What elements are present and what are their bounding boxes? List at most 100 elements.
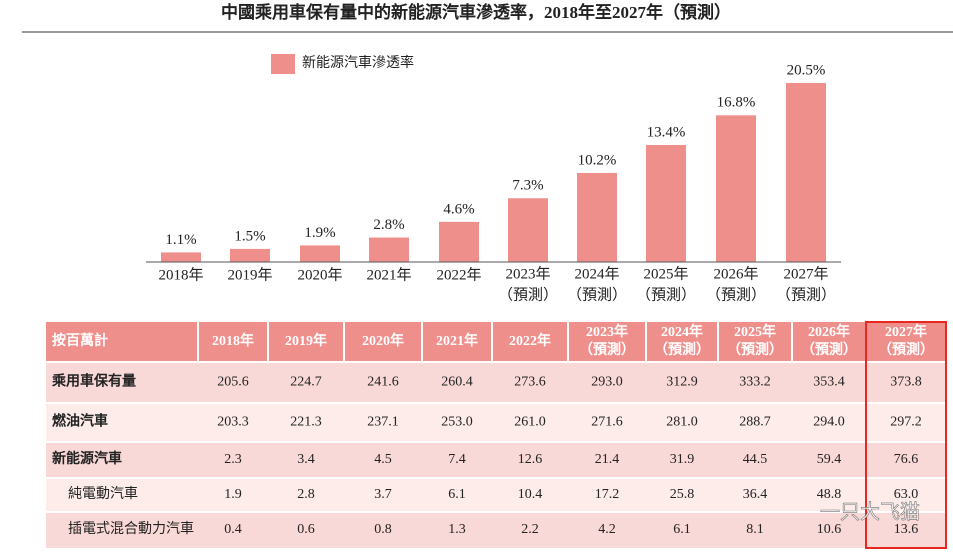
- table-cell: 312.9: [666, 375, 698, 390]
- table-header-cell: 2025年（預測）: [727, 323, 783, 358]
- x-tick-label: 2021年: [366, 266, 411, 283]
- table-cell: 31.9: [670, 452, 695, 467]
- x-tick-label: 2025年（預測）: [636, 266, 696, 304]
- table-cell: 6.1: [673, 522, 691, 537]
- table-header-cell: 2024年（預測）: [654, 323, 710, 358]
- x-tick-label: 2018年: [158, 266, 203, 283]
- legend-label: 新能源汽車滲透率: [302, 54, 414, 71]
- table-cell: 281.0: [666, 415, 698, 430]
- table-cell: 2.3: [224, 452, 242, 467]
- table-header-cell: 按百萬計: [52, 332, 108, 349]
- table-cell: 353.4: [813, 375, 845, 390]
- table-header-bg: [46, 322, 946, 362]
- table-cell: 3.4: [297, 452, 315, 467]
- x-tick-label: 2020年: [297, 266, 342, 283]
- table-cell: 7.4: [448, 452, 466, 467]
- table-cell: 253.0: [441, 415, 473, 430]
- row-label: 燃油汽車: [52, 413, 108, 430]
- table-header-cell: 2023年（預測）: [579, 323, 635, 358]
- table-cell: 4.5: [374, 452, 392, 467]
- table-header-cell: 2026年（預測）: [801, 323, 857, 358]
- table-header-cell: 2022年: [509, 332, 551, 349]
- table-cell: 0.6: [297, 522, 315, 537]
- table-cell: 76.6: [894, 452, 919, 467]
- value-label: 1.1%: [165, 232, 196, 248]
- table-cell: 3.7: [374, 487, 392, 502]
- bar: [439, 221, 479, 262]
- table-cell: 17.2: [595, 487, 620, 502]
- table-cell: 260.4: [441, 375, 473, 390]
- table-header-cell: 2019年: [285, 332, 327, 349]
- row-label: 插電式混合動力汽車: [68, 520, 194, 537]
- table-cell: 6.1: [448, 487, 466, 502]
- value-label: 20.5%: [787, 62, 826, 78]
- x-tick-label: 2019年: [227, 266, 272, 283]
- watermark: 一只大飞猫: [820, 501, 920, 524]
- table-header-cell: 2021年: [436, 332, 478, 349]
- value-label: 10.2%: [578, 152, 617, 168]
- table-header-cell: 2020年: [362, 332, 404, 349]
- bar: [716, 115, 756, 263]
- table-row-bg: [46, 442, 946, 478]
- table-cell: 21.4: [595, 452, 620, 467]
- table-cell: 13.6: [894, 522, 919, 537]
- table-cell: 271.6: [591, 415, 623, 430]
- table-cell: 373.8: [890, 375, 922, 390]
- table-cell: 261.0: [514, 415, 546, 430]
- table-row-bg: [46, 362, 946, 403]
- x-tick-label: 2026年（預測）: [706, 266, 766, 304]
- value-label: 1.9%: [304, 225, 335, 241]
- table-cell: 333.2: [739, 375, 771, 390]
- table-cell: 59.4: [817, 452, 842, 467]
- table-cell: 36.4: [743, 487, 768, 502]
- table-cell: 203.3: [217, 415, 249, 430]
- table-cell: 63.0: [894, 487, 919, 502]
- table-cell: 288.7: [739, 415, 771, 430]
- table-cell: 0.4: [224, 522, 242, 537]
- table-cell: 2.2: [521, 522, 539, 537]
- table-cell: 4.2: [598, 522, 616, 537]
- bar: [508, 198, 548, 262]
- table-header-cell: 2027年（預測）: [878, 323, 934, 358]
- x-tick-label: 2024年（預測）: [567, 266, 627, 304]
- table-row-bg: [46, 478, 946, 512]
- bar: [646, 144, 686, 262]
- highlight-box: [865, 321, 947, 549]
- table-cell: 2.8: [297, 487, 315, 502]
- table-cell: 241.6: [367, 375, 399, 390]
- table-row-bg: [46, 403, 946, 442]
- x-tick-label: 2027年（預測）: [776, 266, 836, 304]
- table-row-bg: [46, 512, 946, 548]
- value-label: 13.4%: [647, 124, 686, 140]
- table-cell: 0.8: [374, 522, 392, 537]
- table-cell: 44.5: [743, 452, 768, 467]
- table-header-cell: 2018年: [212, 332, 254, 349]
- row-label: 新能源汽車: [52, 450, 122, 467]
- table-cell: 294.0: [813, 415, 845, 430]
- value-label: 7.3%: [512, 178, 543, 194]
- bar: [230, 248, 270, 262]
- row-label: 乘用車保有量: [51, 373, 136, 390]
- table-cell: 224.7: [290, 375, 322, 390]
- table-cell: 1.9: [224, 487, 242, 502]
- table-cell: 10.6: [817, 522, 842, 537]
- bar: [369, 237, 409, 262]
- value-label: 2.8%: [373, 217, 404, 233]
- value-label: 4.6%: [443, 201, 474, 217]
- table-cell: 1.3: [448, 522, 466, 537]
- value-label: 16.8%: [717, 95, 756, 111]
- value-label: 1.5%: [234, 228, 265, 244]
- table-cell: 205.6: [217, 375, 249, 390]
- bar: [786, 83, 826, 262]
- table-cell: 293.0: [591, 375, 623, 390]
- chart-title: 中國乘用車保有量中的新能源汽車滲透率，2018年至2027年（預測）: [221, 2, 731, 22]
- table-cell: 221.3: [290, 415, 322, 430]
- bar: [161, 252, 201, 262]
- row-label: 純電動汽車: [68, 485, 138, 502]
- x-tick-label: 2022年: [436, 266, 481, 283]
- bar: [300, 245, 340, 262]
- table-cell: 8.1: [746, 522, 764, 537]
- x-tick-label: 2023年（預測）: [498, 266, 558, 304]
- bar: [577, 172, 617, 262]
